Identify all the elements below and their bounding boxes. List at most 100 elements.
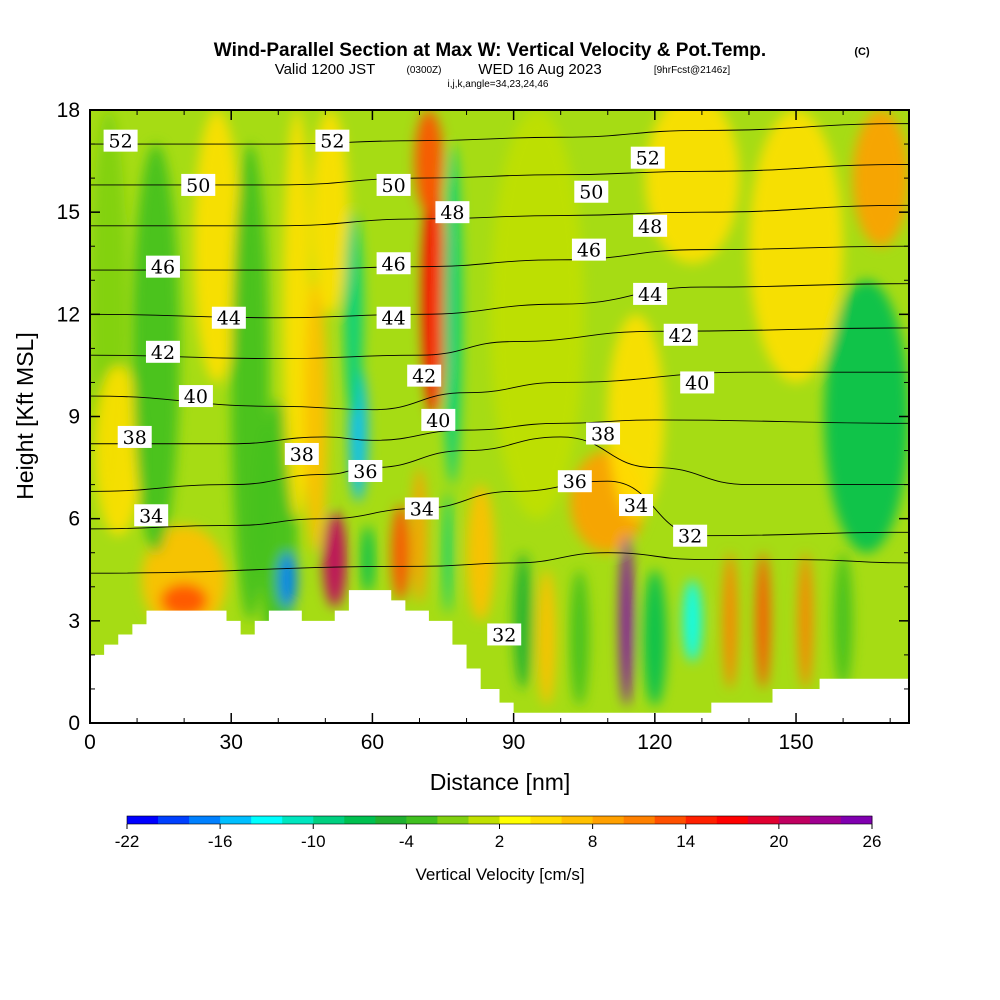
isentrope-38: [90, 419, 909, 445]
contour-label-46: 46: [145, 255, 180, 279]
colorbar-swatch: [127, 816, 159, 824]
contour-label-box: [435, 201, 470, 224]
y-tick-label: 0: [68, 712, 80, 735]
contour-label-text: 48: [440, 202, 464, 224]
velocity-cell: [311, 110, 349, 315]
valid-date: WED 16 Aug 2023: [478, 61, 601, 78]
contour-label-text: 34: [410, 498, 434, 520]
contour-label-38: 38: [284, 442, 319, 466]
isentrope-52: [90, 123, 909, 145]
contour-label-40: 40: [680, 371, 715, 394]
colorbar-tick-label: 14: [676, 832, 695, 851]
colorbar-swatch: [313, 816, 345, 824]
contour-label-text: 50: [579, 182, 603, 204]
contour-label-box: [680, 371, 715, 394]
contour-label-box: [487, 623, 522, 646]
contour-label-text: 46: [382, 253, 406, 275]
isentrope-36: [90, 436, 909, 492]
colorbar-swatch: [654, 816, 687, 824]
plot-field: 52 52 52 50 50 50 48 48 46 46 46 44 44 44 42 42 42 40 40 40…: [90, 110, 909, 723]
isentrope-48: [90, 204, 909, 227]
terrain: [90, 590, 909, 723]
isentrope-46: [90, 245, 909, 271]
colorbar-tick-label: -10: [301, 832, 326, 851]
contour-label-box: [663, 323, 698, 346]
contour-label-box: [348, 459, 383, 482]
contour-label-42: 42: [145, 340, 180, 364]
colorbar-swatch: [220, 816, 252, 824]
velocity-cell: [322, 511, 347, 608]
valid-utc: (0300Z): [406, 65, 441, 76]
contour-label-box: [117, 425, 152, 448]
colorbar: -22 -16 -10 -4 2 8 14 20 26: [115, 815, 881, 851]
colorbar-swatch: [685, 816, 718, 824]
contour-label-34: 34: [619, 494, 653, 517]
colorbar-swatch: [778, 816, 811, 824]
isentropes: [90, 123, 909, 574]
contour-label-text: 50: [382, 175, 406, 197]
colorbar-swatch: [251, 816, 283, 824]
y-tick-label: 6: [68, 508, 80, 531]
contour-label-text: 38: [123, 427, 147, 449]
x-tick-label: 60: [361, 731, 384, 754]
contour-label-50: 50: [574, 180, 609, 204]
colorbar-tick-label: 2: [495, 832, 504, 851]
y-tick-label: 18: [57, 99, 80, 122]
contour-label-text: 46: [577, 240, 601, 262]
colorbar-swatch: [809, 816, 842, 824]
y-axis-label: Height [Kft MSL]: [12, 332, 38, 499]
y-tick-label: 3: [68, 610, 80, 633]
velocity-cell: [643, 569, 667, 706]
contour-label-box: [178, 385, 213, 408]
contour-label-box: [145, 255, 180, 278]
contour-label-38: 38: [117, 425, 152, 449]
contour-label-32: 32: [487, 623, 522, 646]
velocity-cell: [282, 110, 312, 519]
y-tick-label: 15: [57, 201, 80, 224]
contour-label-box: [633, 282, 668, 305]
colorbar-tick-label: -22: [115, 832, 140, 851]
contour-label-box: [619, 494, 653, 517]
contour-label-text: 36: [563, 471, 587, 493]
contour-label-box: [571, 238, 606, 261]
velocity-cell: [414, 110, 444, 213]
contour-label-text: 34: [139, 505, 163, 527]
contour-label-box: [574, 180, 609, 203]
contour-label-46: 46: [376, 252, 411, 275]
x-tick-label: 150: [779, 731, 814, 754]
contour-label-text: 42: [412, 366, 436, 388]
velocity-cell: [798, 552, 813, 689]
contour-label-text: 32: [678, 526, 702, 548]
colorbar-tick-label: -16: [208, 832, 233, 851]
isentrope-32: [90, 552, 909, 574]
contour-label-text: 42: [151, 342, 175, 364]
contour-label-box: [586, 422, 621, 445]
y-tick-label: 9: [68, 406, 80, 429]
x-tick-label: 30: [220, 731, 243, 754]
contour-label-40: 40: [421, 408, 456, 432]
contour-label-box: [633, 214, 668, 237]
velocity-cell: [570, 569, 589, 706]
contour-label-36: 36: [348, 459, 383, 483]
contour-label-box: [407, 364, 442, 387]
contour-label-text: 40: [685, 372, 709, 394]
valid-time: Valid 1200 JST: [275, 61, 376, 78]
contour-label-box: [421, 408, 456, 431]
contour-label-48: 48: [435, 201, 470, 224]
velocity-cell: [852, 110, 909, 247]
velocity-cell: [645, 110, 740, 264]
velocity-cell: [607, 314, 665, 519]
velocity-cell: [466, 484, 495, 621]
colorbar-swatch: [375, 816, 407, 824]
forecast-info: [9hrFcst@2146z]: [654, 65, 731, 76]
velocity-cell: [391, 505, 411, 601]
velocity-cell: [421, 178, 446, 417]
velocity-cell: [443, 144, 462, 485]
colorbar-swatch: [406, 816, 438, 824]
velocity-cell: [833, 552, 853, 689]
colorbar-swatch: [499, 816, 532, 824]
contour-label-box: [376, 306, 411, 329]
contour-label-text: 38: [290, 444, 314, 466]
colorbar-tick-label: -4: [399, 832, 414, 851]
contour-label-46: 46: [571, 238, 606, 262]
